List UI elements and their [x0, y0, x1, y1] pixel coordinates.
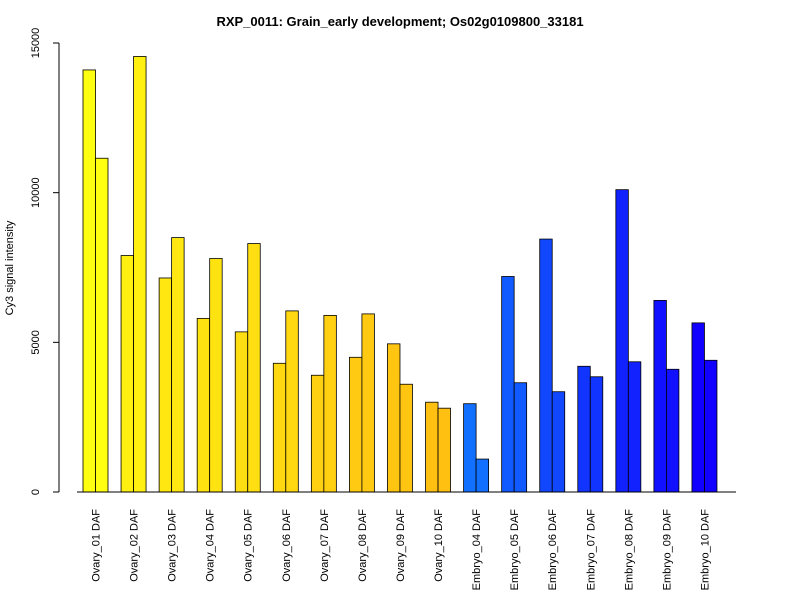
x-tick-label: Ovary_05 DAF — [243, 509, 255, 582]
x-tick-label: Embryo_05 DAF — [509, 509, 521, 591]
bar — [171, 237, 185, 493]
x-tick-label: Ovary_09 DAF — [395, 509, 407, 582]
x-tick-label: Embryo_09 DAF — [661, 509, 673, 591]
bar — [653, 300, 667, 493]
bar — [615, 189, 629, 493]
bar — [627, 361, 642, 493]
x-tick-label: Ovary_08 DAF — [357, 509, 369, 582]
bar — [589, 376, 604, 493]
bar — [437, 407, 451, 493]
bar — [463, 403, 477, 493]
y-tick-label: 15000 — [30, 28, 42, 59]
bar — [82, 69, 96, 493]
x-tick-label: Ovary_04 DAF — [205, 509, 217, 582]
x-tick-label: Ovary_10 DAF — [433, 509, 445, 582]
bar — [95, 157, 109, 493]
bar — [513, 382, 528, 493]
bar — [539, 238, 553, 493]
bar — [361, 313, 375, 493]
bar — [158, 277, 173, 493]
y-axis-title: Cy3 signal intensity — [4, 220, 16, 315]
bar — [704, 359, 718, 493]
x-tick-label: Ovary_07 DAF — [319, 509, 331, 582]
x-tick-label: Embryo_10 DAF — [699, 509, 711, 591]
bar — [247, 243, 261, 493]
bar — [475, 458, 490, 493]
bar — [209, 258, 223, 493]
bar — [387, 343, 401, 493]
chart-title: RXP_0011: Grain_early development; Os02g… — [216, 14, 583, 29]
bar — [310, 374, 325, 493]
bar — [425, 401, 439, 493]
bar — [323, 314, 337, 493]
x-tick-label: Embryo_07 DAF — [585, 509, 597, 591]
bar — [120, 255, 134, 493]
x-tick-label: Ovary_02 DAF — [129, 509, 141, 582]
bars-group — [82, 56, 718, 493]
bar — [666, 368, 680, 493]
bar — [691, 322, 705, 493]
x-tick-labels: Ovary_01 DAF Ovary_02 DAF Ovary_03 DAF Ovar… — [91, 509, 712, 591]
y-tick-label: 10000 — [30, 177, 42, 208]
bar — [272, 362, 287, 493]
y-tick-label: 5000 — [30, 330, 42, 354]
bar — [133, 56, 147, 493]
y-tick-label: 0 — [30, 489, 42, 495]
bar — [349, 356, 363, 493]
x-tick-label: Embryo_08 DAF — [623, 509, 635, 591]
x-tick-label: Ovary_01 DAF — [91, 509, 103, 582]
bar — [285, 310, 299, 493]
bar — [551, 391, 566, 493]
x-tick-label: Embryo_04 DAF — [471, 509, 483, 591]
x-tick-label: Ovary_06 DAF — [281, 509, 293, 582]
bar — [501, 276, 515, 493]
y-axis: 0 5000 10000 15000 — [30, 28, 60, 495]
x-tick-label: Ovary_03 DAF — [167, 509, 179, 582]
bar — [196, 317, 211, 493]
bar — [577, 365, 591, 493]
x-tick-label: Embryo_06 DAF — [547, 509, 559, 591]
bar — [234, 331, 249, 493]
bar — [399, 383, 413, 493]
